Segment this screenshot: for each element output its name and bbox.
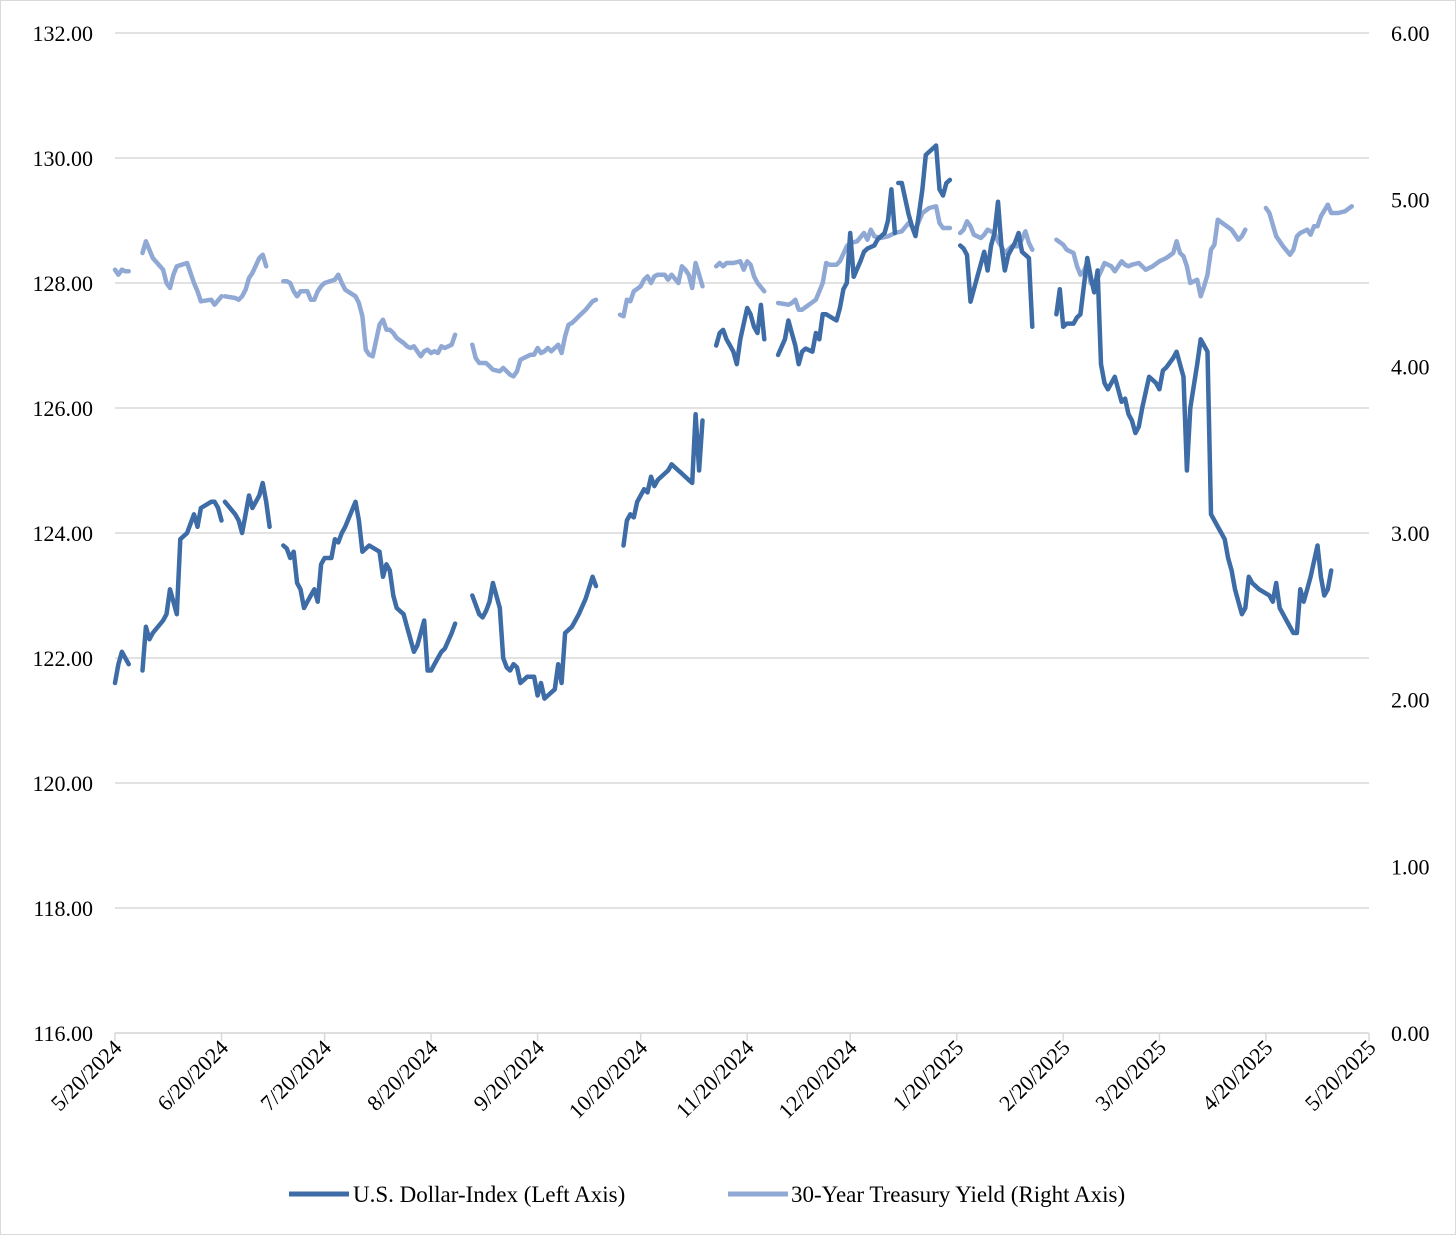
x-axis-tick-label: 6/20/2024 [152,1035,233,1116]
series-line-segment [957,199,1035,330]
series-line-segment [1054,255,1334,636]
x-axis-tick-label: 11/20/2024 [671,1035,759,1123]
series-lines [112,143,1355,701]
x-axis-tick-label: 7/20/2024 [255,1035,336,1116]
right-axis-tick-label: 4.00 [1391,354,1430,379]
left-axis-tick-label: 130.00 [33,146,94,171]
series-line-segment [470,574,599,701]
gridlines [115,32,1369,1034]
series-line-segment [470,297,599,379]
legend: U.S. Dollar-Index (Left Axis) 30-Year Tr… [289,1182,1125,1207]
series-line-segment [112,649,131,686]
x-axis-tick-label: 9/20/2024 [468,1035,549,1116]
series-line-segment [281,499,458,673]
series-line-segment [713,259,767,294]
series-line-segment [621,411,705,548]
x-axis-tick-label: 3/20/2025 [1090,1035,1171,1116]
right-axis-tick-label: 3.00 [1391,521,1430,546]
right-axis-tick-label: 6.00 [1391,21,1430,46]
series-line-segment [775,204,953,312]
series-line-segment [617,260,705,319]
legend-label-treasury-yield: 30-Year Treasury Yield (Right Axis) [791,1182,1125,1207]
x-axis-tick-label: 1/20/2025 [887,1035,968,1116]
left-axis-tick-label: 116.00 [33,1021,93,1046]
x-axis-tick-label: 2/20/2025 [994,1035,1075,1116]
x-axis [114,1032,1370,1041]
left-axis-tick-label: 118.00 [33,896,93,921]
left-axis-tick-label: 124.00 [33,521,94,546]
x-axis-tick-labels: 5/20/2024 6/20/2024 7/20/2024 8/20/2024 9/20… [46,1035,1381,1124]
x-axis-tick-label: 5/20/2025 [1300,1035,1381,1116]
left-axis-tick-label: 120.00 [33,771,94,796]
series-line-segment [140,239,224,307]
series-line-segment [1263,202,1355,257]
series-line-segment [222,480,272,536]
series-line-segment [112,267,131,277]
series-line-segment [222,252,269,302]
right-axis-tick-label: 5.00 [1391,188,1430,213]
left-axis-tick-label: 132.00 [33,21,94,46]
series-line-segment [775,187,898,367]
left-axis-tick-label: 122.00 [33,646,94,671]
right-axis-tick-label: 2.00 [1391,688,1430,713]
series-line-segment [281,272,458,359]
series-line-segment [140,499,224,673]
series-dollar-index [112,143,1334,701]
x-axis-tick-label: 5/20/2024 [46,1035,127,1116]
x-axis-tick-label: 8/20/2024 [362,1035,443,1116]
series-line-segment [713,302,767,367]
series-line-segment [896,143,953,239]
x-axis-tick-label: 4/20/2025 [1197,1035,1278,1116]
legend-label-dollar-index: U.S. Dollar-Index (Left Axis) [353,1182,625,1207]
right-axis-tick-label: 0.00 [1391,1021,1430,1046]
left-axis-tick-label: 126.00 [33,396,94,421]
left-axis-tick-label: 128.00 [33,271,94,296]
right-axis-tick-label: 1.00 [1391,854,1430,879]
x-axis-tick-label: 10/20/2024 [564,1035,653,1124]
right-y-axis: 0.00 1.00 2.00 3.00 4.00 5.00 6.00 [1391,21,1430,1046]
left-y-axis: 116.00 118.00 120.00 122.00 124.00 126.00 128.… [33,21,94,1046]
x-axis-tick-label: 12/20/2024 [773,1035,862,1124]
